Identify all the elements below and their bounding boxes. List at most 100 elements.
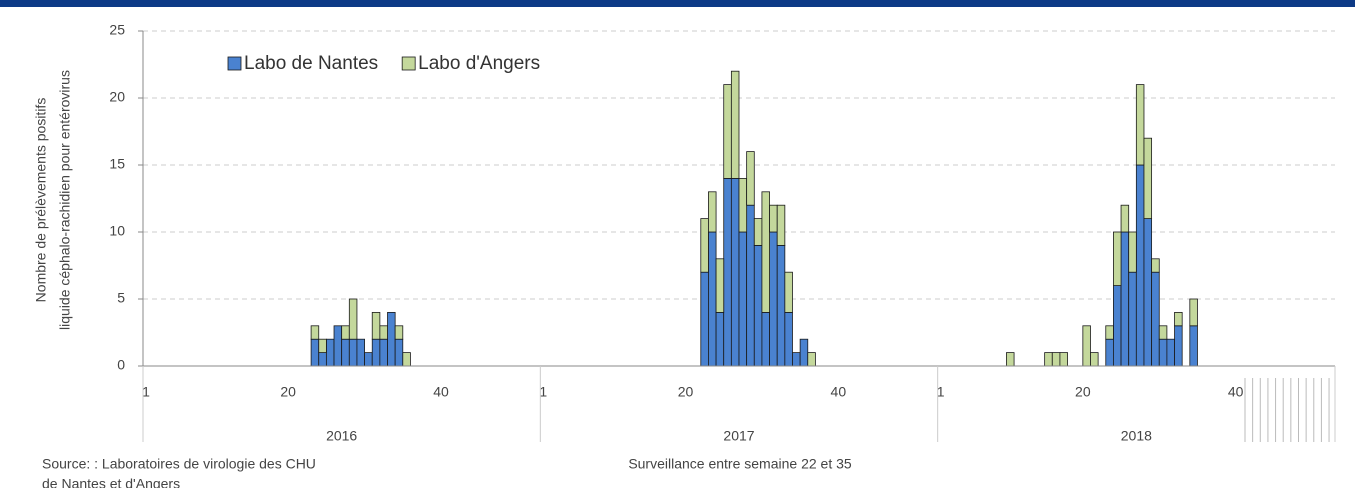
bar [1105,338,1114,367]
bar [792,352,801,367]
bar [708,231,717,367]
bar [1174,311,1183,327]
bar [730,70,740,179]
bar [1059,352,1068,367]
bar [799,338,809,367]
legend-swatch [401,56,416,71]
bar [348,298,358,340]
bar [371,311,381,340]
bar [753,244,763,367]
bar [1113,231,1122,286]
header-band [0,0,1355,7]
bar [1158,325,1168,340]
bar [1143,218,1153,367]
legend-label: Labo de Nantes [244,53,378,74]
y-tick-label: 10 [109,223,125,239]
bar [1113,285,1122,367]
bar [379,338,388,367]
x-axis-label: Surveillance entre semaine 22 et 35 [628,456,852,472]
year-label: 2017 [723,428,754,444]
bar [310,338,320,367]
bar [318,338,327,354]
bar [1143,137,1153,219]
bar [1044,352,1053,367]
bar [746,151,755,206]
y-axis-label: liquide céphalo-rachidien pour entérovir… [57,70,73,330]
bar [1128,231,1137,273]
x-tick-label: 1 [142,384,150,400]
bar [1135,84,1145,166]
bar [1135,164,1145,367]
bar [723,84,732,179]
bar [761,311,770,367]
bar [1120,204,1130,233]
source: Source: : Laboratoires de virologie des … [42,456,316,472]
bar [356,338,365,367]
x-tick-label: 20 [678,384,694,400]
bar [784,271,793,313]
bar [730,177,740,367]
bar [776,244,786,367]
bar [738,231,748,367]
bar [310,325,320,340]
y-tick-label: 15 [109,156,125,172]
bar [723,177,732,367]
y-tick-label: 5 [117,290,125,306]
bar [1166,338,1175,367]
bar [1151,258,1160,273]
bar [341,325,350,340]
bar [708,191,717,233]
bar [761,191,770,313]
bar [394,325,404,340]
x-tick-label: 1 [937,384,945,400]
y-tick-label: 25 [109,22,125,38]
x-tick-label: 20 [1075,384,1091,400]
bar [807,352,816,367]
bar [769,204,778,233]
bar [1158,338,1168,367]
bar [700,218,709,273]
x-tick-label: 20 [280,384,296,400]
bar [753,218,763,246]
bar [769,231,778,367]
x-tick-label: 40 [831,384,847,400]
bar [738,177,748,233]
bar [1189,325,1198,367]
bar [1174,325,1183,367]
bar [700,271,709,367]
bar [402,352,411,367]
bar [387,311,396,367]
bar [1082,325,1091,367]
bar [1151,271,1160,367]
legend-swatch [227,56,242,71]
y-tick-label: 20 [109,89,125,105]
bar [1006,352,1015,367]
bar [715,258,725,313]
x-tick-label: 40 [1228,384,1244,400]
x-tick-label: 40 [433,384,449,400]
bar [325,338,335,367]
bar [341,338,350,367]
bar [333,325,343,367]
bar [1090,352,1099,367]
bar [1120,231,1130,367]
bar [784,311,793,367]
x-tick-label: 1 [539,384,547,400]
y-tick-label: 0 [117,357,125,373]
bar [348,338,358,367]
bar [746,204,755,367]
bar [1105,325,1114,340]
legend-label: Labo d'Angers [418,53,540,74]
bar [715,311,725,367]
year-label: 2018 [1121,428,1152,444]
bar [776,204,786,246]
bar [394,338,404,367]
y-axis-label: Nombre de prélèvements positifs [33,98,49,303]
bar [1128,271,1137,367]
source: de Nantes et d'Angers [42,476,180,488]
bar [364,352,373,367]
bar [371,338,381,367]
bar [1051,352,1061,367]
bar [1189,298,1198,327]
